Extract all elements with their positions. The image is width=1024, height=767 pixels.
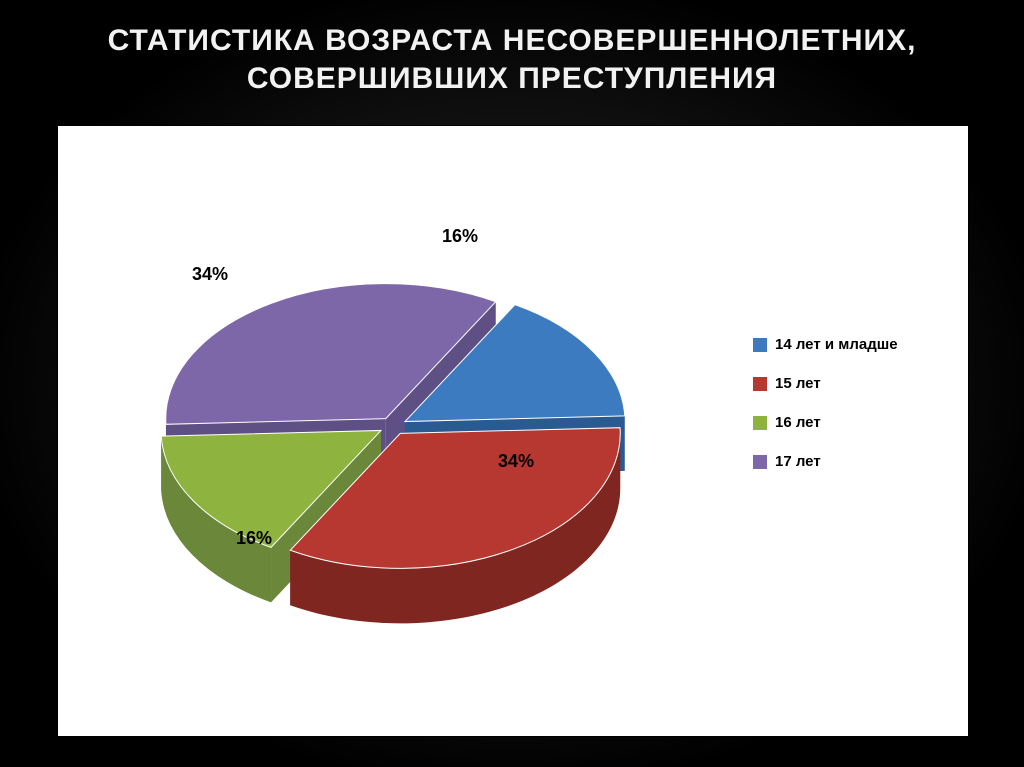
legend-label-2: 16 лет [775, 414, 821, 431]
pct-label-1: 34% [498, 451, 534, 472]
legend-item-2: 16 лет [753, 414, 898, 431]
legend-swatch-3 [753, 455, 767, 469]
slide: СТАТИСТИКА ВОЗРАСТА НЕСОВЕРШЕННОЛЕТНИХ, … [0, 0, 1024, 767]
legend-swatch-0 [753, 338, 767, 352]
title-line-2: СОВЕРШИВШИХ ПРЕСТУПЛЕНИЯ [247, 62, 777, 95]
slide-title: СТАТИСТИКА ВОЗРАСТА НЕСОВЕРШЕННОЛЕТНИХ, … [0, 0, 1024, 111]
legend-swatch-1 [753, 377, 767, 391]
pct-label-3: 34% [192, 264, 228, 285]
legend-label-3: 17 лет [775, 453, 821, 470]
legend-item-3: 17 лет [753, 453, 898, 470]
chart-panel: 16% 34% 16% 34% 14 лет и младше 15 лет 1… [57, 125, 969, 737]
legend-swatch-2 [753, 416, 767, 430]
pct-label-2: 16% [236, 528, 272, 549]
title-line-1: СТАТИСТИКА ВОЗРАСТА НЕСОВЕРШЕННОЛЕТНИХ, [108, 24, 917, 57]
legend-item-0: 14 лет и младше [753, 336, 898, 353]
legend-label-1: 15 лет [775, 375, 821, 392]
pct-label-0: 16% [442, 226, 478, 247]
legend-item-1: 15 лет [753, 375, 898, 392]
legend: 14 лет и младше 15 лет 16 лет 17 лет [753, 336, 898, 492]
legend-label-0: 14 лет и младше [775, 336, 898, 353]
